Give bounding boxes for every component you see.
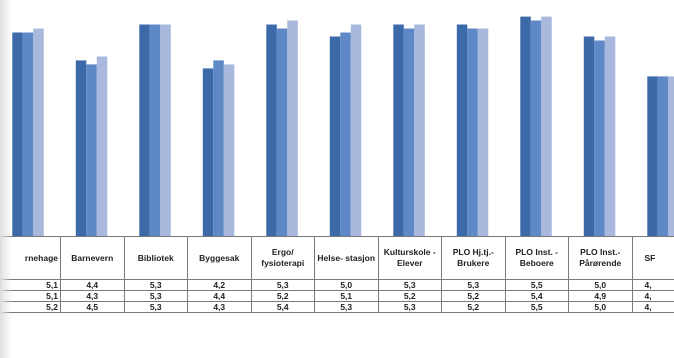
- bar-4-series-2: [213, 60, 224, 236]
- value-cell: 4,3: [60, 290, 125, 302]
- value-cell: 5,0: [568, 279, 633, 291]
- bar-3-series-1: [139, 24, 150, 236]
- value-cell: 5,4: [504, 290, 569, 302]
- value-cell: 5,3: [314, 301, 379, 313]
- bar-8-series-2: [467, 28, 478, 236]
- value-cell: 4,5: [60, 301, 125, 313]
- value-cell: 4,: [631, 290, 674, 302]
- bar-3-series-3: [160, 24, 171, 236]
- value-cell: 5,2: [377, 290, 442, 302]
- value-cell: 4,2: [187, 279, 252, 291]
- category-label: rnehage: [0, 236, 61, 280]
- category-label: Kulturskole - Elever: [377, 236, 442, 280]
- value-cell: 4,9: [568, 290, 633, 302]
- bar-7-series-3: [414, 24, 425, 236]
- category-label: Helse- stasjon: [314, 236, 379, 280]
- bar-2-series-1: [75, 60, 87, 236]
- value-cell: 5,3: [377, 279, 442, 291]
- category-label: PLO Inst. - Beboere: [504, 236, 569, 280]
- category-label: Ergo/ fysioterapi: [250, 236, 315, 280]
- category-label: Byggesak: [187, 236, 252, 280]
- value-cell: 5,3: [250, 279, 315, 291]
- value-cell: 5,0: [314, 279, 379, 291]
- table-row: 5,1 4,3 5,3 4,4 5,2 5,1 5,2 5,2 5,4 4,9 4,: [0, 290, 674, 302]
- bar-8-series-1: [456, 24, 468, 236]
- category-label: SF: [631, 236, 674, 280]
- category-label: Bibliotek: [123, 236, 188, 280]
- bar-5-series-1: [266, 24, 277, 236]
- value-cell: 5,1: [0, 279, 61, 291]
- value-cell: 5,4: [250, 301, 315, 313]
- bar-10-series-2: [594, 40, 605, 236]
- bar-2-series-3: [96, 56, 108, 236]
- value-cell: 5,2: [441, 290, 506, 302]
- table-header-row: rnehage Barnevern Bibliotek Byggesak Ergo/ f…: [0, 236, 674, 280]
- bar-1-series-3: [33, 28, 44, 236]
- value-cell: 5,1: [0, 290, 61, 302]
- bar-2-series-2: [86, 64, 97, 236]
- value-cell: 5,3: [377, 301, 442, 313]
- bar-6-series-1: [329, 36, 341, 236]
- bar-6-series-2: [340, 32, 351, 236]
- value-cell: 5,3: [123, 279, 188, 291]
- value-cell: 4,: [631, 279, 674, 291]
- value-cell: 5,1: [314, 290, 379, 302]
- bar-7-series-2: [403, 28, 415, 236]
- category-label: PLO Inst.- Pårørende: [568, 236, 633, 280]
- bar-10-series-1: [583, 36, 595, 236]
- value-cell: 5,3: [123, 301, 188, 313]
- category-label: PLO Hj.tj.- Brukere: [441, 236, 506, 280]
- bar-9-series-2: [530, 20, 542, 236]
- bar-6-series-3: [350, 24, 362, 236]
- value-cell: 4,: [631, 301, 674, 313]
- table-row: 5,2 4,5 5,3 4,3 5,4 5,3 5,3 5,2 5,5 5,0 4,: [0, 301, 674, 313]
- table-row: 5,1 4,4 5,3 4,2 5,3 5,0 5,3 5,3 5,5 5,0 4,: [0, 279, 674, 291]
- bar-5-series-2: [276, 28, 288, 236]
- bar-10-series-3: [604, 36, 616, 236]
- value-cell: 5,2: [441, 301, 506, 313]
- bar-5-series-3: [287, 20, 298, 236]
- value-cell: 5,5: [504, 301, 569, 313]
- value-cell: 5,2: [250, 290, 315, 302]
- bar-11-series-2: [657, 76, 669, 236]
- bar-7-series-1: [393, 24, 404, 236]
- value-cell: 4,3: [187, 301, 252, 313]
- bar-11-series-3: [668, 76, 674, 236]
- value-cell: 4,4: [187, 290, 252, 302]
- bar-8-series-3: [477, 28, 489, 236]
- value-cell: 4,4: [60, 279, 125, 291]
- bar-4-series-1: [202, 68, 214, 236]
- bar-9-series-3: [541, 16, 552, 236]
- value-cell: 5,5: [504, 279, 569, 291]
- bar-11-series-1: [647, 76, 658, 236]
- value-cell: 5,2: [0, 301, 61, 313]
- bar-1-series-2: [22, 32, 34, 236]
- bar-1-series-1: [12, 32, 23, 236]
- category-label: Barnevern: [60, 236, 125, 280]
- plot-area: [12, 16, 674, 236]
- value-cell: 5,3: [441, 279, 506, 291]
- value-cell: 5,3: [123, 290, 188, 302]
- bar-3-series-2: [149, 24, 161, 236]
- value-cell: 5,0: [568, 301, 633, 313]
- data-table: rnehage Barnevern Bibliotek Byggesak Ergo/ f…: [0, 236, 674, 313]
- bar-9-series-1: [520, 16, 531, 236]
- bar-4-series-3: [223, 64, 235, 236]
